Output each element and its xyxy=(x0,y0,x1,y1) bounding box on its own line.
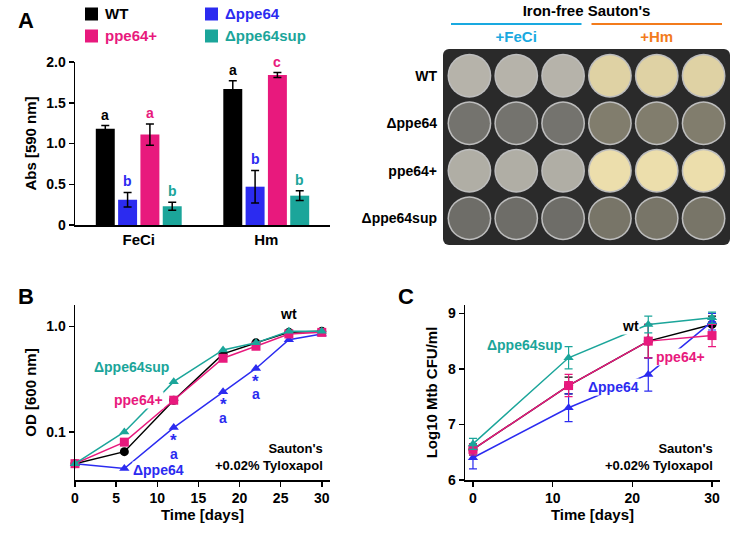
svg-text:0: 0 xyxy=(469,490,477,506)
svg-text:6: 6 xyxy=(448,472,456,488)
svg-text:b: b xyxy=(123,173,132,189)
svg-text:b: b xyxy=(168,183,177,199)
svg-text:wt: wt xyxy=(622,318,639,334)
svg-text:1.0: 1.0 xyxy=(46,135,66,151)
svg-text:+Hm: +Hm xyxy=(640,28,673,45)
svg-text:20: 20 xyxy=(232,490,248,506)
svg-text:ppe64+: ppe64+ xyxy=(114,392,163,408)
svg-text:20: 20 xyxy=(625,490,641,506)
svg-text:7: 7 xyxy=(448,416,456,432)
svg-text:b: b xyxy=(295,172,304,188)
svg-text:Δppe64sup: Δppe64sup xyxy=(362,210,437,226)
svg-text:15: 15 xyxy=(191,490,207,506)
svg-text:30: 30 xyxy=(704,490,720,506)
svg-text:B: B xyxy=(18,284,34,309)
svg-text:Δppe64sup: Δppe64sup xyxy=(94,359,169,375)
svg-text:a: a xyxy=(252,386,260,402)
svg-text:b: b xyxy=(251,151,260,167)
svg-text:10: 10 xyxy=(149,490,165,506)
svg-text:2.0: 2.0 xyxy=(46,54,66,70)
svg-text:25: 25 xyxy=(273,490,289,506)
svg-text:wt: wt xyxy=(280,306,297,322)
svg-text:*: * xyxy=(170,431,177,450)
svg-text:*: * xyxy=(220,395,227,414)
svg-text:ppe64+: ppe64+ xyxy=(656,349,705,365)
svg-text:5: 5 xyxy=(112,490,120,506)
svg-text:a: a xyxy=(101,107,109,123)
svg-text:a: a xyxy=(229,62,237,78)
svg-text:0: 0 xyxy=(71,490,79,506)
svg-text:ppe64+: ppe64+ xyxy=(105,27,157,44)
svg-text:Time [days]: Time [days] xyxy=(551,506,634,523)
svg-text:C: C xyxy=(398,284,414,309)
svg-text:9: 9 xyxy=(448,305,456,321)
svg-text:OD [600 nm]: OD [600 nm] xyxy=(22,348,39,436)
svg-text:30: 30 xyxy=(314,490,330,506)
svg-text:Δppe64: Δppe64 xyxy=(386,115,437,131)
svg-text:WT: WT xyxy=(105,5,128,22)
svg-text:Δppe64: Δppe64 xyxy=(225,5,280,22)
svg-text:a: a xyxy=(219,410,227,426)
svg-text:Hm: Hm xyxy=(254,231,278,248)
svg-text:a: a xyxy=(146,105,154,121)
svg-text:Δppe64: Δppe64 xyxy=(133,462,184,478)
svg-text:A: A xyxy=(18,8,34,33)
svg-text:Log10 Mtb CFU/ml: Log10 Mtb CFU/ml xyxy=(423,327,440,459)
svg-text:+FeCi: +FeCi xyxy=(496,28,537,45)
svg-text:Abs [590 nm]: Abs [590 nm] xyxy=(22,96,39,190)
svg-text:Sauton's+0.02% Tyloxapol: Sauton's+0.02% Tyloxapol xyxy=(605,441,713,473)
svg-text:0.5: 0.5 xyxy=(46,176,66,192)
svg-text:Time [days]: Time [days] xyxy=(161,506,244,523)
svg-text:Δppe64: Δppe64 xyxy=(588,379,639,395)
svg-text:ppe64+: ppe64+ xyxy=(388,163,437,179)
svg-text:*: * xyxy=(252,372,259,391)
svg-text:Iron-free Sauton's: Iron-free Sauton's xyxy=(523,2,651,19)
svg-text:8: 8 xyxy=(448,361,456,377)
svg-text:FeCi: FeCi xyxy=(122,231,155,248)
svg-text:c: c xyxy=(273,54,281,70)
svg-text:1.5: 1.5 xyxy=(46,95,66,111)
svg-text:Δppe64sup: Δppe64sup xyxy=(487,337,562,353)
svg-text:a: a xyxy=(170,446,178,462)
svg-text:Sauton's+0.02% Tyloxapol: Sauton's+0.02% Tyloxapol xyxy=(215,441,323,473)
svg-text:Δppe64sup: Δppe64sup xyxy=(225,27,306,44)
svg-text:10: 10 xyxy=(545,490,561,506)
svg-text:1.0: 1.0 xyxy=(46,318,66,334)
svg-text:0: 0 xyxy=(58,217,66,233)
svg-text:0.1: 0.1 xyxy=(46,424,66,440)
svg-text:WT: WT xyxy=(415,68,437,84)
